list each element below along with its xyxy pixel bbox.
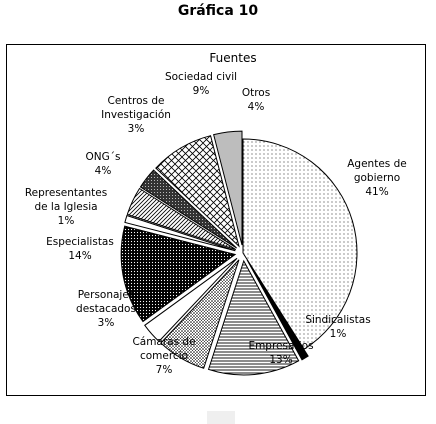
slice-label: Sociedad civil 9% <box>165 71 237 97</box>
slice-label: Sindicalistas 1% <box>305 314 370 340</box>
pie-slice <box>126 187 237 251</box>
slice-label-line: Otros <box>242 87 270 99</box>
slice-label: Empresarios 13% <box>248 340 313 366</box>
slice-percent: 1% <box>330 328 347 340</box>
slice-percent: 3% <box>98 317 115 329</box>
chart-frame: Fuentes Agentes de gobierno 41% Sindicalist… <box>6 44 426 424</box>
slice-percent: 13% <box>269 354 292 366</box>
pie-slice <box>160 259 240 369</box>
pie-slice <box>155 135 240 248</box>
slice-label-line: gobierno <box>354 172 400 184</box>
slice-percent: 4% <box>95 165 112 177</box>
slice-percent: 4% <box>248 101 265 113</box>
slice-percent: 7% <box>156 364 173 376</box>
slice-label-line: Especialistas <box>46 236 114 248</box>
pie-chart: Fuentes Agentes de gobierno 41% Sindicalist… <box>25 51 407 376</box>
slice-label-line: comercio <box>140 350 188 362</box>
pie-slice <box>207 259 300 376</box>
slice-label-line: ONG´s <box>86 151 121 163</box>
slice-label-line: Personajes <box>78 289 135 301</box>
slice-label: Personajes destacados 3% <box>76 289 136 329</box>
chart-title: Fuentes <box>209 51 256 65</box>
gray-swatch <box>207 411 235 424</box>
slice-percent: 9% <box>193 85 210 97</box>
pie-slice <box>120 225 237 323</box>
slice-label: Agentes de gobierno 41% <box>347 158 406 198</box>
page-heading: Gráfica 10 <box>177 3 259 19</box>
slice-percent: 1% <box>58 215 75 227</box>
slice-percent: 41% <box>365 186 388 198</box>
pie-slice <box>139 169 238 249</box>
slice-label: Centros de Investigación 3% <box>101 95 171 135</box>
slice-label-line: Sindicalistas <box>305 314 370 326</box>
pie-slice <box>124 214 236 252</box>
pie-slice <box>144 257 238 343</box>
slice-label-line: Investigación <box>101 109 171 121</box>
slice-label-line: Empresarios <box>248 340 313 352</box>
pie-slice <box>246 259 309 361</box>
slice-label-line: Representantes <box>25 187 107 199</box>
slice-label-line: Centros de <box>107 95 164 107</box>
pie-labels: Agentes de gobierno 41% Sindicalistas 1% Empr… <box>25 71 407 376</box>
slice-label-line: de la Iglesia <box>34 201 97 213</box>
slice-percent: 14% <box>68 250 91 262</box>
slice-label: Cámaras de comercio 7% <box>132 336 195 376</box>
slice-label: Otros 4% <box>242 87 270 113</box>
slice-label: Representantes de la Iglesia 1% <box>25 187 107 227</box>
pie-slice <box>242 138 358 350</box>
pie-slices <box>120 130 358 376</box>
pie-slice <box>213 130 243 246</box>
slice-label: Especialistas 14% <box>46 236 114 262</box>
slice-percent: 3% <box>128 123 145 135</box>
slice-label-line: destacados <box>76 303 136 315</box>
slice-label-line: Cámaras de <box>132 336 195 348</box>
slice-label: ONG´s 4% <box>86 151 121 177</box>
slice-label-line: Agentes de <box>347 158 406 170</box>
slice-label-line: Sociedad civil <box>165 71 237 83</box>
